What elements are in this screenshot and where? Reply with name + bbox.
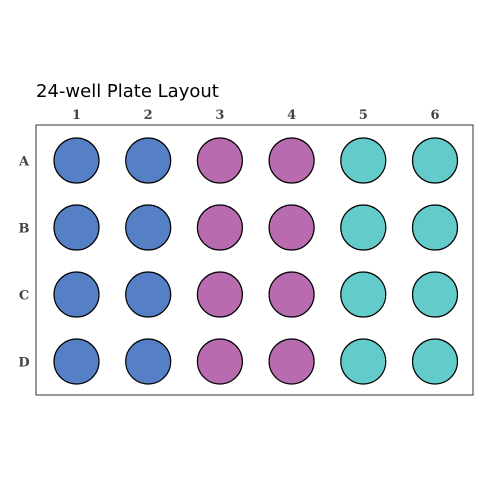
well-B3: [196, 204, 243, 251]
column-label: 6: [430, 108, 439, 123]
well-B4: [268, 204, 315, 251]
plate-title: 24-well Plate Layout: [36, 81, 219, 102]
well-B1: [53, 204, 100, 251]
well-B2: [125, 204, 172, 251]
row-labels: A B C D: [18, 155, 30, 371]
well-C2: [125, 271, 172, 318]
well-D1: [53, 338, 100, 385]
column-label: 2: [144, 108, 153, 123]
column-label: 4: [287, 108, 296, 123]
row-label: D: [18, 356, 29, 371]
row-label: C: [19, 289, 29, 304]
column-labels: 1 2 3 4 5 6: [72, 108, 440, 123]
row-label: B: [19, 222, 30, 237]
column-label: 3: [215, 108, 224, 123]
well-B5: [340, 204, 387, 251]
well-A3: [196, 137, 243, 184]
well-C4: [268, 271, 315, 318]
column-label: 5: [359, 108, 368, 123]
well-A1: [53, 137, 100, 184]
well-A4: [268, 137, 315, 184]
well-D2: [125, 338, 172, 385]
well-D6: [411, 338, 459, 385]
column-label: 1: [72, 108, 81, 123]
row-label: A: [18, 155, 30, 170]
well-C1: [53, 271, 100, 318]
well-A2: [125, 137, 172, 184]
well-D3: [196, 338, 243, 385]
well-D5: [340, 338, 387, 385]
well-C3: [196, 271, 243, 318]
well-D4: [268, 338, 315, 385]
well-B6: [411, 204, 459, 251]
well-C5: [340, 271, 387, 318]
well-A5: [340, 137, 387, 184]
well-C6: [411, 271, 459, 318]
wells-grid: [53, 137, 459, 385]
plate-frame: [35, 124, 474, 396]
well-A6: [411, 137, 459, 184]
